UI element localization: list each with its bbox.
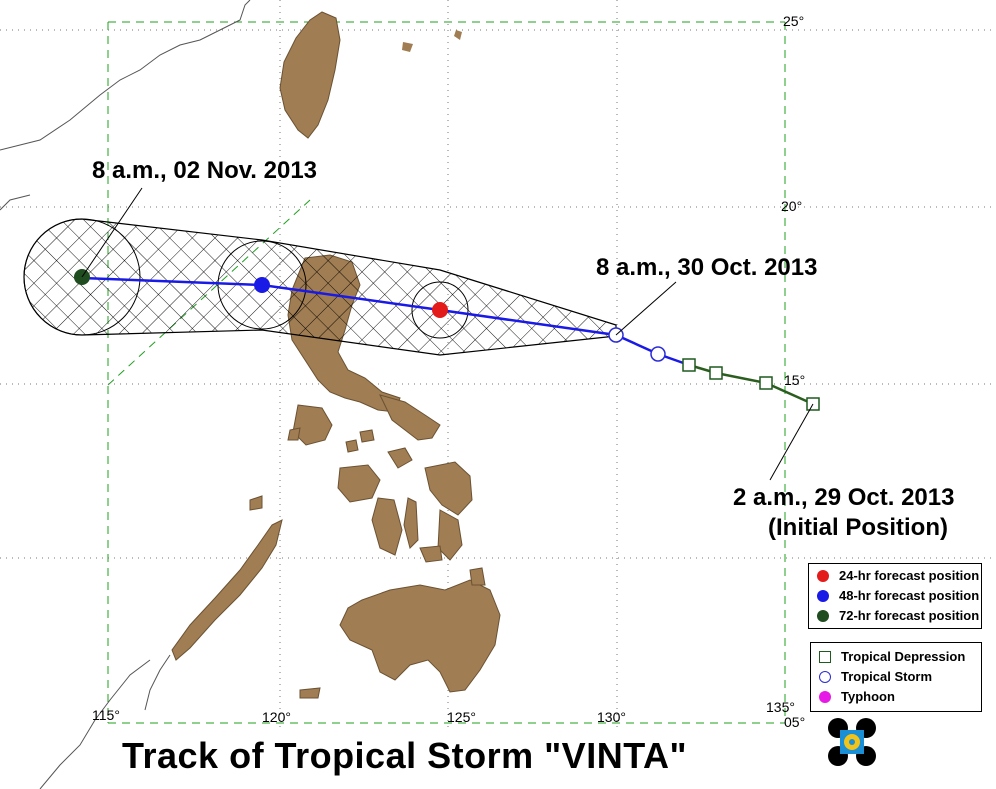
legend-item-depression: Tropical Depression bbox=[811, 647, 981, 667]
taiwan-landmass bbox=[279, 11, 341, 139]
legend-item-storm: Tropical Storm bbox=[811, 667, 981, 687]
legend-forecast: 24-hr forecast position 48-hr forecast p… bbox=[808, 563, 982, 629]
forecast-uncertainty-circles bbox=[23, 218, 469, 339]
legend-category: Tropical Depression Tropical Storm Typho… bbox=[810, 642, 982, 712]
blue-dot-icon bbox=[817, 590, 829, 602]
uncertainty-circle-48hr bbox=[217, 240, 307, 330]
map-title: Track of Tropical Storm "VINTA" bbox=[122, 735, 688, 776]
forecast-position-48hr bbox=[254, 277, 270, 293]
legend-item-typhoon: Typhoon bbox=[811, 687, 981, 707]
past-positions bbox=[608, 327, 820, 411]
legend-label: Tropical Storm bbox=[841, 669, 933, 684]
legend-item-24hr: 24-hr forecast position bbox=[809, 566, 981, 586]
lon-tick-135: 135° bbox=[766, 699, 795, 715]
islet bbox=[402, 42, 413, 52]
pagasa-logo bbox=[828, 718, 876, 766]
legend-item-48hr: 48-hr forecast position bbox=[809, 586, 981, 606]
legend-label: 48-hr forecast position bbox=[839, 588, 980, 603]
tropical-depression-marker bbox=[759, 376, 773, 390]
ring-icon bbox=[819, 671, 831, 683]
uncertainty-circle-72hr bbox=[23, 218, 141, 336]
lon-tick-130: 130° bbox=[597, 709, 626, 725]
tropical-depression-marker bbox=[709, 366, 723, 380]
annotation-oct30: 8 a.m., 30 Oct. 2013 bbox=[596, 254, 818, 281]
lat-tick-25: 25° bbox=[783, 13, 805, 29]
annotation-leaders bbox=[81, 187, 814, 481]
leader-initial bbox=[769, 403, 814, 481]
forecast-cone bbox=[23, 218, 617, 356]
lat-tick-20: 20° bbox=[781, 198, 803, 214]
graticule bbox=[107, 21, 786, 724]
forecast-position-24hr bbox=[432, 302, 448, 318]
lon-tick-120: 120° bbox=[262, 709, 291, 725]
tropical-depression-marker bbox=[682, 358, 696, 372]
legend-label: 24-hr forecast position bbox=[839, 568, 980, 583]
legend-label: Typhoon bbox=[841, 689, 895, 704]
annotation-nov02: 8 a.m., 02 Nov. 2013 bbox=[92, 157, 318, 184]
dot-icon bbox=[819, 691, 831, 703]
philippines-landmass bbox=[171, 254, 501, 699]
lat-tick-05: 05° bbox=[784, 714, 806, 730]
legend-label: Tropical Depression bbox=[841, 649, 966, 664]
lon-tick-115: 115° bbox=[92, 707, 120, 723]
coastline bbox=[0, 0, 251, 789]
islet bbox=[454, 30, 462, 40]
legend-label: 72-hr forecast position bbox=[839, 608, 980, 623]
lat-tick-15: 15° bbox=[784, 372, 806, 388]
lon-tick-125: 125° bbox=[447, 709, 476, 725]
red-dot-icon bbox=[817, 570, 829, 582]
leader-oct30 bbox=[615, 281, 677, 336]
annotation-initial-time: 2 a.m., 29 Oct. 2013 bbox=[733, 484, 955, 511]
legend-item-72hr: 72-hr forecast position bbox=[809, 606, 981, 626]
green-dot-icon bbox=[817, 610, 829, 622]
leader-nov02 bbox=[81, 187, 143, 278]
square-icon bbox=[819, 651, 831, 663]
track-line-depression bbox=[688, 363, 814, 406]
uncertainty-circle-24hr bbox=[411, 281, 469, 339]
tropical-storm-marker bbox=[650, 346, 666, 362]
diag-graticule bbox=[107, 199, 311, 386]
annotation-initial-note: (Initial Position) bbox=[768, 514, 948, 541]
dotted-grid bbox=[0, 0, 996, 730]
